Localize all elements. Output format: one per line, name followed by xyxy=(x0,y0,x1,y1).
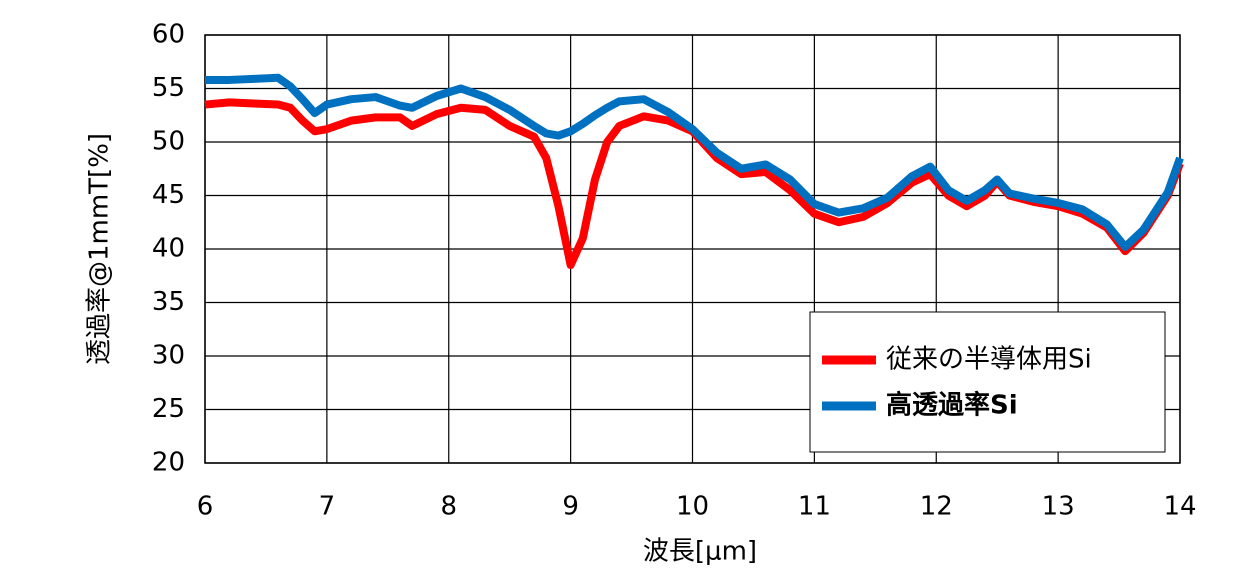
x-tick-label: 9 xyxy=(562,492,579,522)
x-tick-label: 14 xyxy=(1163,492,1196,522)
legend-label: 従来の半導体用Si xyxy=(886,345,1092,375)
y-tick-label: 50 xyxy=(152,127,185,157)
x-tick-label: 12 xyxy=(920,492,953,522)
x-tick-label: 7 xyxy=(319,492,336,522)
y-tick-label: 35 xyxy=(152,287,185,317)
y-axis-label: 透過率@1mmT[%] xyxy=(85,133,115,365)
y-tick-label: 55 xyxy=(152,73,185,103)
x-tick-label: 8 xyxy=(440,492,457,522)
x-axis-label: 波長[μm] xyxy=(643,537,757,567)
x-tick-label: 13 xyxy=(1042,492,1075,522)
y-tick-label: 25 xyxy=(152,394,185,424)
y-tick-label: 40 xyxy=(152,234,185,264)
y-tick-label: 60 xyxy=(152,20,185,50)
x-tick-label: 10 xyxy=(676,492,709,522)
y-tick-label: 30 xyxy=(152,341,185,371)
data-line xyxy=(205,73,1184,251)
legend-box xyxy=(809,311,1166,453)
x-tick-label: 11 xyxy=(798,492,831,522)
y-tick-label: 20 xyxy=(152,448,185,478)
y-tick-label: 45 xyxy=(152,180,185,210)
x-tick-label: 6 xyxy=(197,492,214,522)
legend-label: 高透過率Si xyxy=(886,390,1018,421)
plot-border xyxy=(204,34,1181,464)
